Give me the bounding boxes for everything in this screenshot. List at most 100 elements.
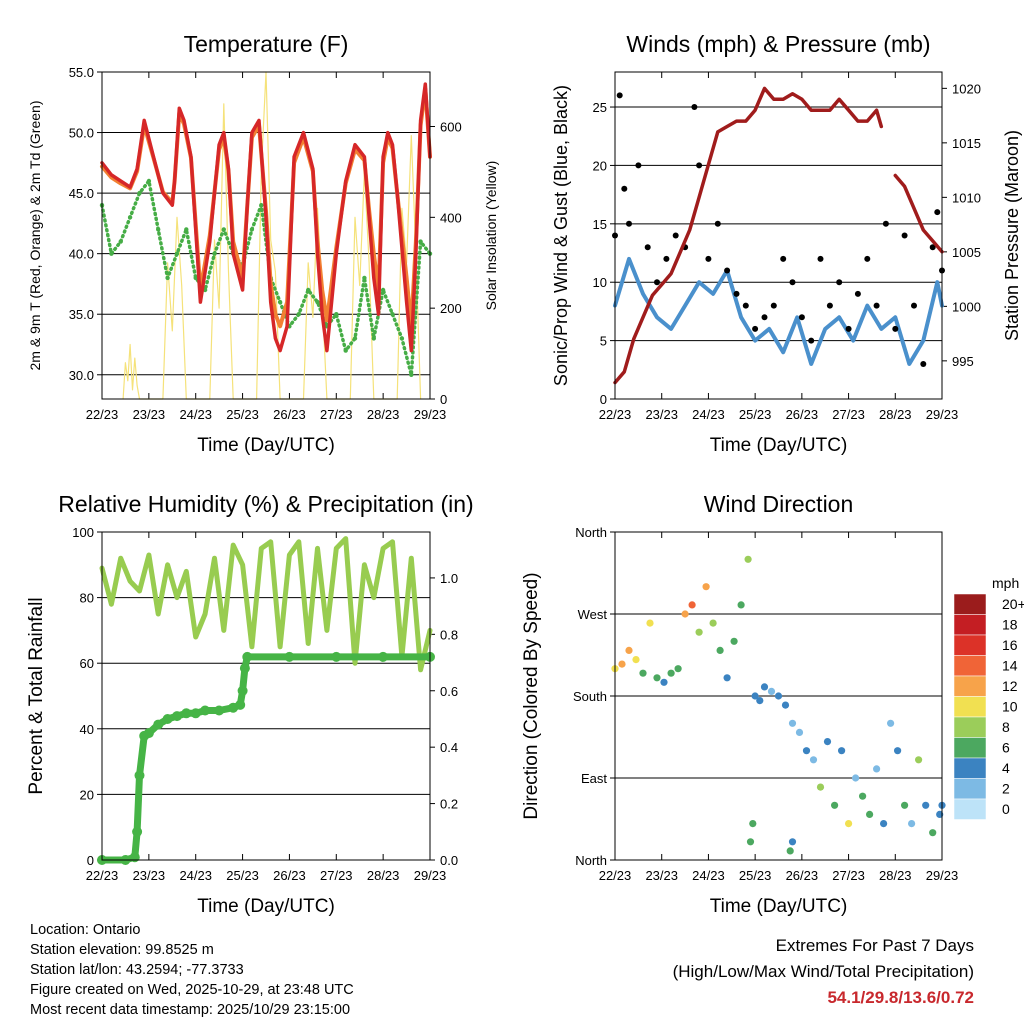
y-tick-label: 30.0 <box>69 368 94 383</box>
direction-point <box>716 646 724 655</box>
x-tick-label: 25/23 <box>739 407 772 422</box>
point-gust <box>724 267 731 274</box>
x-tick-label: 23/23 <box>133 868 166 883</box>
y-tick-label: West <box>578 607 608 622</box>
series-solar <box>122 71 422 400</box>
direction-point <box>646 619 654 627</box>
direction-point <box>781 701 790 709</box>
direction-point <box>667 669 675 677</box>
figure-created: Figure created on Wed, 2025-10-29, at 23… <box>30 982 354 998</box>
direction-point <box>723 674 731 682</box>
temperature-title: Temperature (F) <box>184 31 349 57</box>
x-tick-label: 22/23 <box>599 407 632 422</box>
point-total-precipitation <box>239 663 250 674</box>
x-tick-label: 23/23 <box>133 407 166 422</box>
point-gust <box>696 162 703 169</box>
direction-point <box>746 838 755 846</box>
x-tick-label: 27/23 <box>832 868 865 883</box>
y2-tick-label: 0.2 <box>440 797 458 812</box>
direction-point <box>744 555 752 563</box>
winds-y2label: Station Pressure (Maroon) <box>1002 130 1022 341</box>
point-2m-td <box>165 275 170 281</box>
direction-point <box>866 810 874 819</box>
direction-point <box>774 692 783 700</box>
point-2m-td <box>390 312 395 317</box>
legend-swatch <box>953 737 987 759</box>
direction-point <box>653 674 661 682</box>
series-rh <box>99 536 433 673</box>
wind_direction-title: Wind Direction <box>704 491 854 517</box>
y2-tick-label: 400 <box>440 210 462 225</box>
point-gust <box>911 302 917 309</box>
temperature-xlabel: Time (Day/UTC) <box>197 435 335 456</box>
y-tick-label: North <box>575 853 607 868</box>
point-gust <box>752 325 759 332</box>
point-2m-td <box>418 239 423 244</box>
point-2m-td <box>193 275 198 281</box>
point-total-precipitation <box>172 711 182 722</box>
direction-point <box>660 678 668 686</box>
series-wind <box>613 256 944 366</box>
direction-point <box>901 801 909 809</box>
y-tick-label: 40.0 <box>69 247 94 262</box>
direction-point <box>859 792 867 800</box>
point-2m-td <box>306 287 311 293</box>
point-2m-td <box>371 336 376 341</box>
y-tick-label: 40 <box>80 722 94 737</box>
y-tick-label: East <box>581 771 607 786</box>
legend-swatch <box>953 593 987 615</box>
point-total-precipitation <box>237 685 248 696</box>
legend-swatch <box>953 696 987 718</box>
direction-point <box>756 697 764 705</box>
x-tick-label: 29/23 <box>926 868 959 883</box>
point-2m-td <box>127 215 133 220</box>
x-tick-label: 29/23 <box>414 868 447 883</box>
y-tick-label: 50.0 <box>69 126 94 141</box>
direction-point <box>922 801 930 809</box>
legend-swatch <box>953 778 987 800</box>
legend-label: 20+ <box>1002 596 1024 612</box>
humidity-xlabel: Time (Day/UTC) <box>197 896 335 917</box>
station-latlon: Station lat/lon: 43.2594; -77.3733 <box>30 962 244 978</box>
direction-point <box>915 756 923 764</box>
point-2m-td <box>409 372 414 377</box>
point-gust <box>873 302 880 309</box>
point-total-precipitation <box>134 770 145 781</box>
point-total-precipitation <box>214 705 225 716</box>
point-gust <box>672 232 679 239</box>
x-tick-label: 24/23 <box>692 407 725 422</box>
legend-label: 2 <box>1002 781 1010 797</box>
legend-swatch <box>953 634 987 656</box>
wind_direction-xlabel: Time (Day/UTC) <box>710 896 848 917</box>
point-gust <box>635 162 642 169</box>
point-2m-td <box>212 251 217 256</box>
y2-tick-label: 0.6 <box>440 684 458 699</box>
winds-title: Winds (mph) & Pressure (mb) <box>626 31 930 57</box>
point-2m-td <box>343 348 348 353</box>
point-gust <box>714 220 721 227</box>
x-tick-label: 24/23 <box>179 868 212 883</box>
point-total-precipitation <box>153 719 164 730</box>
y-tick-label: 0 <box>87 853 94 868</box>
y2-tick-label: 995 <box>952 354 974 369</box>
point-2m-td <box>137 190 142 196</box>
x-tick-label: 29/23 <box>414 407 447 422</box>
direction-point <box>838 747 846 755</box>
point-gust <box>663 255 670 262</box>
direction-point <box>852 774 860 782</box>
point-total-precipitation <box>143 728 154 739</box>
point-total-precipitation <box>132 826 143 837</box>
legend-label: 14 <box>1002 658 1018 674</box>
direction-point <box>823 738 832 746</box>
point-gust <box>616 92 623 99</box>
point-2m-td <box>174 251 180 256</box>
point-gust <box>770 302 777 309</box>
direction-point <box>618 660 626 668</box>
x-tick-label: 22/23 <box>599 868 632 883</box>
point-2m-td <box>362 275 367 281</box>
station-location: Location: Ontario <box>30 922 141 938</box>
y2-tick-label: 1015 <box>952 136 981 151</box>
y-tick-label: 80 <box>80 591 94 606</box>
point-2m-td <box>296 312 301 317</box>
